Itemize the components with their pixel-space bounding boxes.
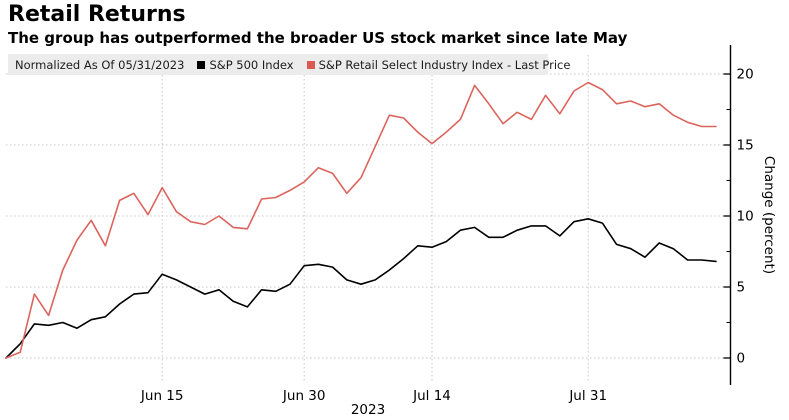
chart-subtitle: The group has outperformed the broader U… (8, 29, 628, 47)
legend-label-sp500: S&P 500 Index (209, 57, 294, 72)
x-tick-label: Jul 14 (412, 388, 451, 404)
y-tick-label: 0 (737, 351, 746, 367)
y-tick-label: 5 (737, 280, 746, 296)
sp500-line (5, 218, 717, 359)
x-tick-label: Jul 31 (568, 388, 607, 404)
legend-note: Normalized As Of 05/31/2023 (15, 57, 185, 72)
x-tick-label: Jun 30 (282, 388, 326, 404)
series-layer (5, 81, 717, 359)
sp500-swatch-icon (197, 60, 206, 69)
retail-swatch-icon (306, 60, 315, 69)
y-tick-label: 15 (737, 138, 754, 154)
legend-label-retail: S&P Retail Select Industry Index - Last … (318, 57, 571, 72)
x-axis-year-label: 2023 (351, 402, 385, 418)
y-axis (723, 45, 732, 385)
legend-item-sp500: S&P 500 Index (197, 57, 294, 72)
retail-index-line (5, 81, 717, 359)
x-tick-label: Jun 15 (140, 388, 184, 404)
y-tick-label: 10 (737, 209, 754, 225)
axis-labels: 0 5 10 15 20 Change (percent) Jun 15 Jun 30 Jul … (140, 67, 777, 419)
legend-bar: Normalized As Of 05/31/2023 S&P 500 Inde… (8, 54, 570, 75)
legend-item-retail: S&P Retail Select Industry Index - Last … (306, 57, 571, 72)
y-tick-label: 20 (737, 67, 754, 83)
page-title: Retail Returns (8, 2, 186, 27)
y-axis-title: Change (percent) (761, 156, 777, 274)
